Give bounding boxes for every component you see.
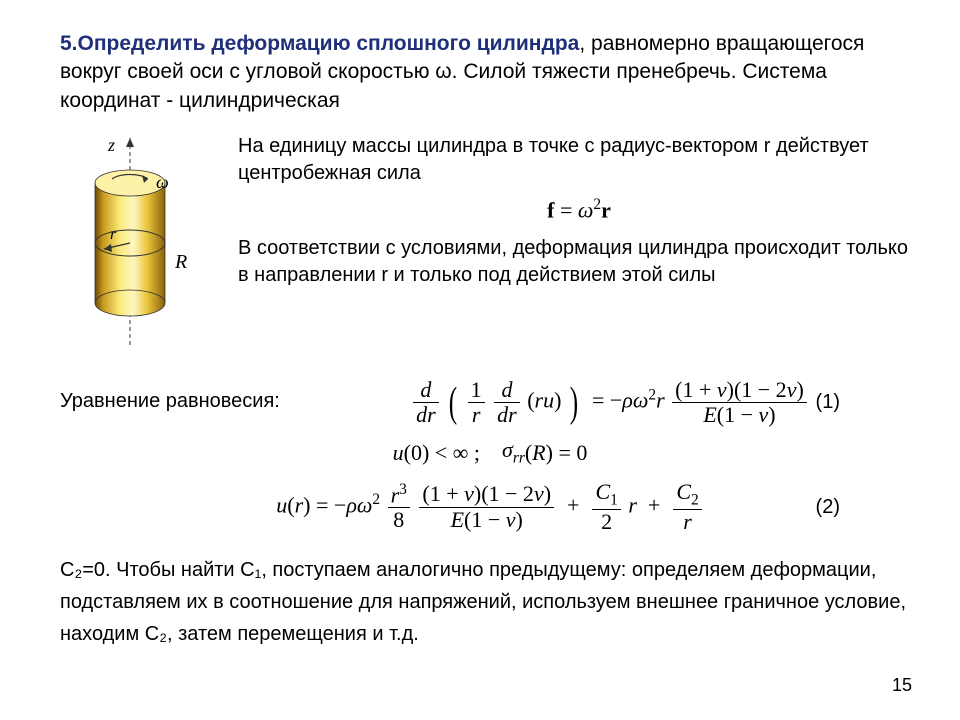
row-diagram-text: z ω r R [60,133,920,358]
omega-label: ω [156,172,169,192]
title-bold: 5.Определить деформацию сплошного цилинд… [60,32,579,55]
boundary-conditions: u(0) < ∞ ; σrr(R) = 0 [60,437,920,467]
eq1-row: Уравнение равновесия: ddr ( 1r ddr (ru) … [60,372,920,433]
eq-centrifugal: f = ω2r [238,195,920,225]
R-label-big: R [174,251,187,273]
title-block: 5.Определить деформацию сплошного цилинд… [60,30,920,115]
eq-label: Уравнение равновесия: [60,388,280,415]
eq-num-1: (1) [816,391,840,414]
para-3: C₂=0. Чтобы найти C₁, поступаем аналогич… [60,554,920,650]
cylinder-diagram: z ω r R [60,133,210,358]
para-1: На единицу массы цилиндра в точке с ради… [238,133,920,187]
z-label: z [107,135,115,155]
para-2: В соответствии с условиями, деформация ц… [238,235,920,289]
r-label: r [110,226,117,243]
eq-num-2: (2) [816,496,840,519]
equation-2: u(r) = −ρω2 r38 (1 + ν)(1 − 2ν) E(1 − ν)… [60,480,920,535]
cylinder-svg: z ω r R [60,133,210,353]
equation-1: ddr ( 1r ddr (ru) ) = −ρω2r (1 + ν)(1 − … [300,378,920,427]
page-number: 15 [892,675,912,696]
slide: 5.Определить деформацию сплошного цилинд… [0,0,960,720]
text-column: На единицу массы цилиндра в точке с ради… [238,133,920,289]
